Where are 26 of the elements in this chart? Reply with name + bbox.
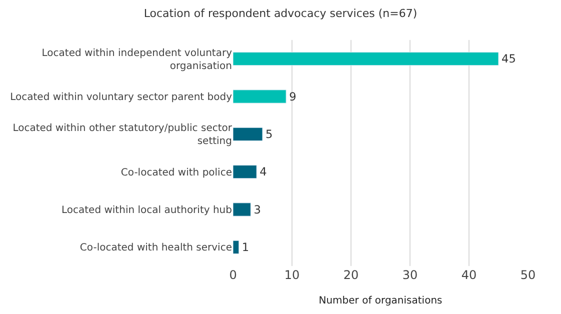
data-label: 9: [289, 90, 296, 104]
y-tick-label: Located within voluntary sector parent body: [10, 92, 232, 103]
data-label: 1: [242, 240, 250, 254]
y-tick-label: Co-located with police: [120, 167, 232, 178]
y-tick-label: Located within independent voluntary organisation: [42, 48, 232, 72]
data-label: 5: [266, 128, 273, 141]
x-tick-label: 20: [343, 268, 359, 282]
data-label: 3: [254, 203, 261, 216]
bar: [233, 202, 251, 216]
y-tick-label: Co-located with health service: [80, 242, 232, 254]
y-tick-label: Located within local authority hub: [61, 205, 232, 216]
bar: [233, 90, 286, 104]
x-tick-label: 30: [402, 268, 418, 282]
bar: [233, 127, 263, 142]
bar: [233, 164, 257, 179]
x-tick-label: 40: [461, 268, 477, 282]
y-tick-label: Located within other statutory/public sector setting: [12, 123, 233, 148]
data-label: 4: [260, 166, 267, 179]
bar: [233, 52, 499, 66]
x-tick-label: 50: [520, 268, 536, 282]
x-axis-title: Number of organisations: [318, 296, 442, 306]
x-tick-label: 10: [284, 268, 300, 282]
chart-title: Location of respondent advocacy services (n=67): [144, 7, 418, 20]
x-tick-label: 0: [229, 268, 237, 282]
bar: [233, 240, 240, 254]
data-label: 45: [502, 52, 516, 66]
